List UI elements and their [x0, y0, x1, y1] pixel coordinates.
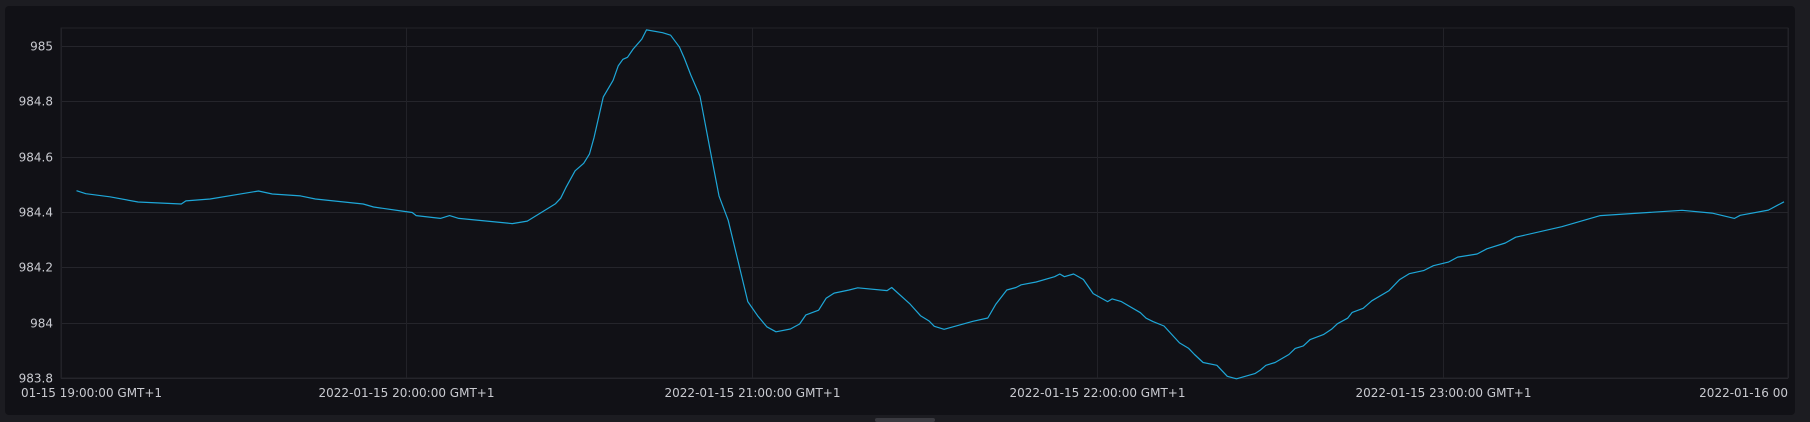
y-tick-label: 984.2 — [19, 261, 53, 275]
y-tick-label: 984.8 — [19, 95, 53, 109]
y-tick-label: 985 — [30, 40, 53, 54]
chart-panel: 985 984.8 984.6 984.4 984.2 984 983.8 01-15 19… — [5, 6, 1795, 415]
x-axis: 01-15 19:00:00 GMT+1 2022-01-15 20:00:00 … — [21, 386, 1788, 400]
series-line — [76, 29, 1785, 380]
y-tick-label: 984 — [30, 317, 53, 331]
grid — [60, 27, 1789, 379]
x-tick-label: 2022-01-15 21:00:00 GMT+1 — [665, 386, 841, 400]
x-tick-label: 2022-01-16 00 — [1699, 386, 1788, 400]
plot-border — [60, 27, 1789, 379]
y-axis: 985 984.8 984.6 984.4 984.2 984 983.8 — [19, 40, 53, 386]
y-tick-label: 984.6 — [19, 151, 53, 165]
scrollbar-handle[interactable] — [875, 418, 935, 422]
y-tick-label: 983.8 — [19, 372, 53, 386]
y-tick-label: 984.4 — [19, 206, 53, 220]
x-tick-label: 2022-01-15 20:00:00 GMT+1 — [319, 386, 495, 400]
series-group — [76, 29, 1785, 380]
line-chart: 985 984.8 984.6 984.4 984.2 984 983.8 01-15 19… — [19, 27, 1789, 400]
x-tick-label: 01-15 19:00:00 GMT+1 — [21, 386, 162, 400]
x-tick-label: 2022-01-15 22:00:00 GMT+1 — [1010, 386, 1186, 400]
x-tick-label: 2022-01-15 23:00:00 GMT+1 — [1356, 386, 1532, 400]
